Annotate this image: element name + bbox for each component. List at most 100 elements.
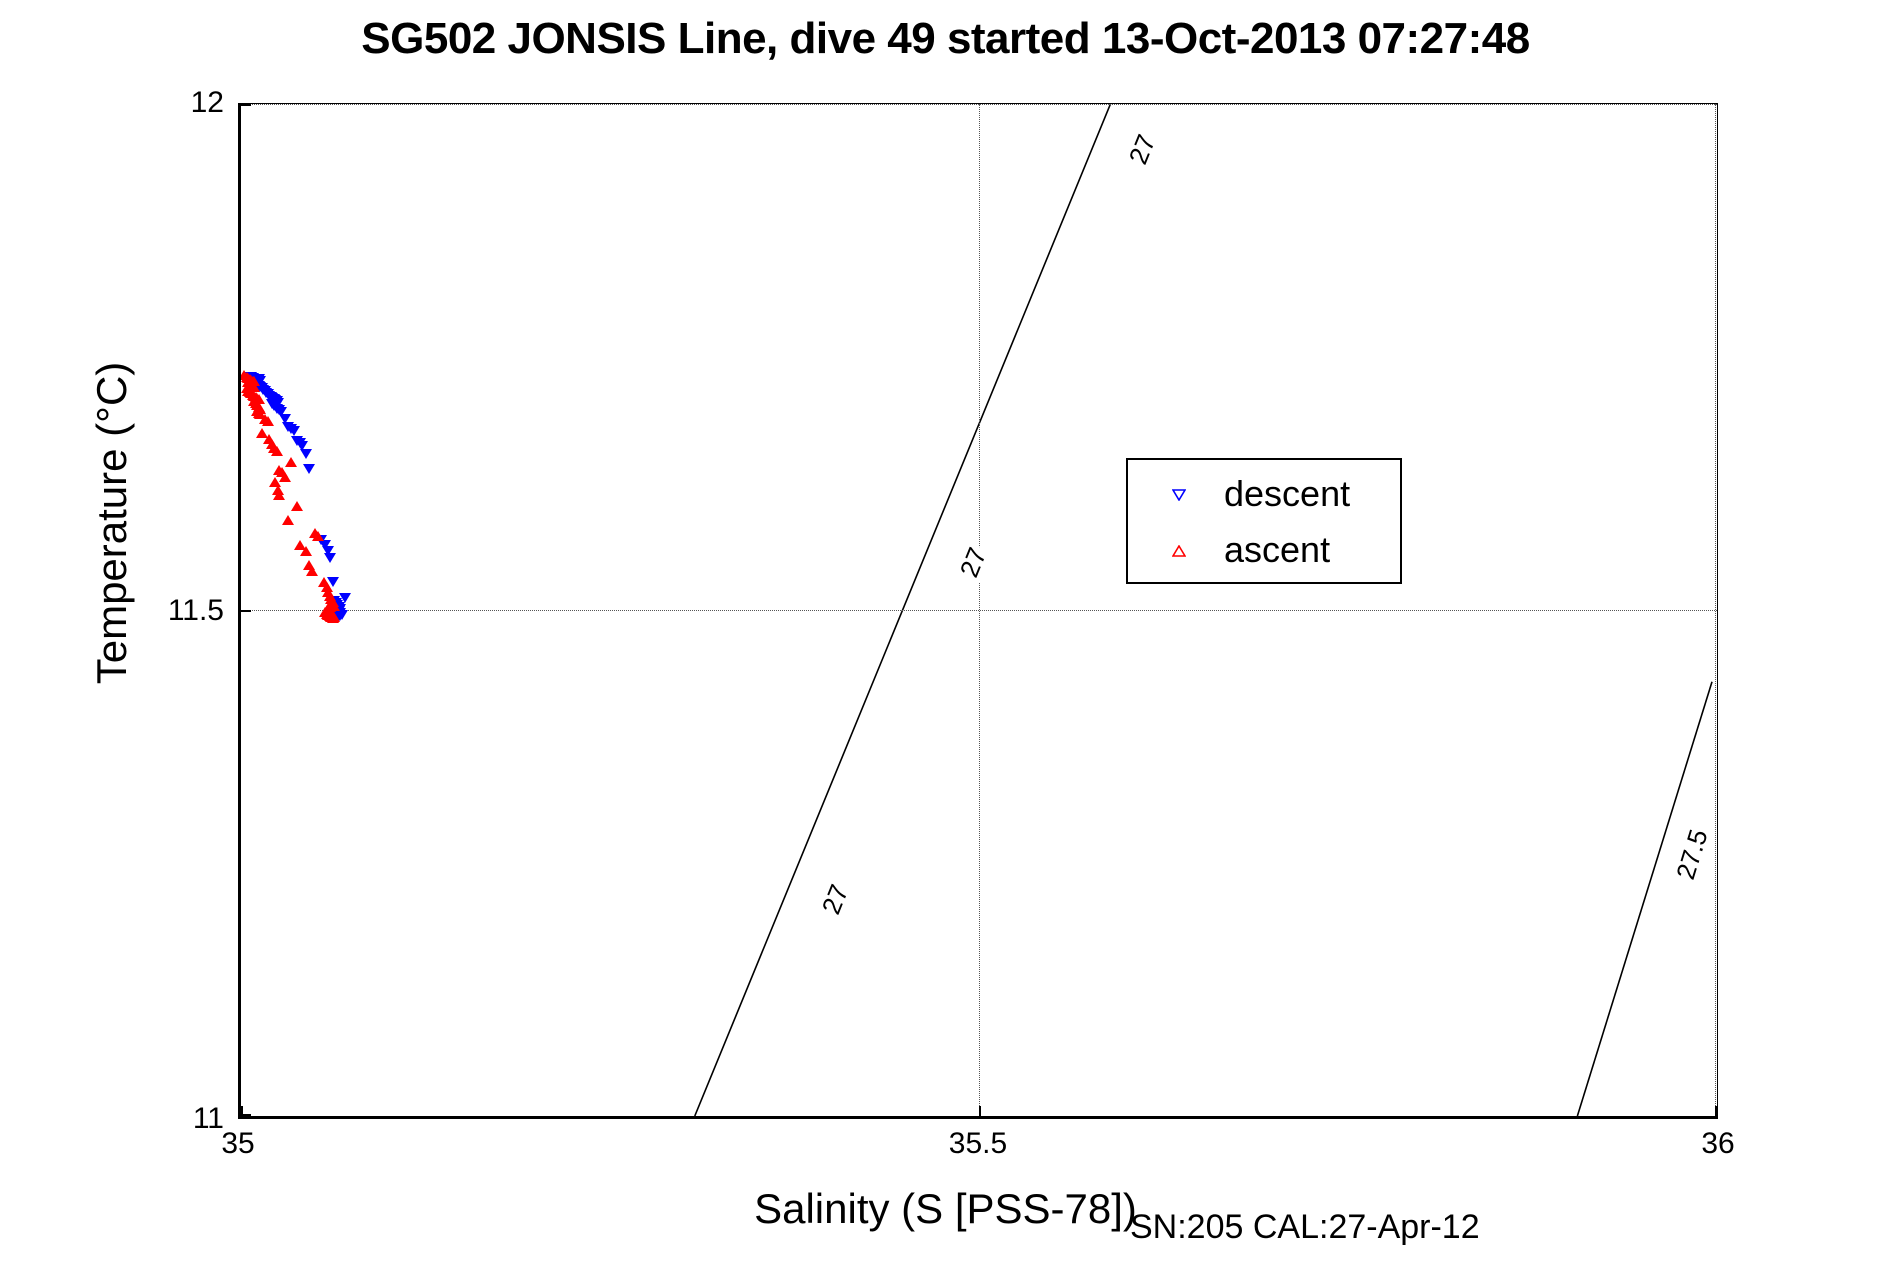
scatter-point-descent xyxy=(245,372,258,383)
legend-item-descent[interactable]: descent xyxy=(1128,468,1400,520)
scatter-point-ascent xyxy=(246,381,259,392)
tick-y-12 xyxy=(241,104,251,106)
scatter-point-descent xyxy=(282,422,295,433)
scatter-point-ascent xyxy=(325,608,338,619)
legend[interactable]: descent ascent xyxy=(1126,458,1402,584)
scatter-point-ascent xyxy=(328,612,341,623)
scatter-point-descent xyxy=(334,603,347,614)
scatter-point-ascent xyxy=(285,456,298,467)
scatter-point-descent xyxy=(267,393,280,404)
scatter-point-descent xyxy=(294,438,307,449)
scatter-point-ascent xyxy=(251,405,264,416)
scatter-point-ascent xyxy=(303,560,316,571)
triangle-up-icon xyxy=(1171,544,1187,557)
scatter-point-descent xyxy=(334,608,347,619)
page-title: SG502 JONSIS Line, dive 49 started 13-Oc… xyxy=(361,14,1530,63)
scatter-point-descent xyxy=(243,374,256,385)
scatter-point-descent xyxy=(332,605,345,616)
scatter-point-ascent xyxy=(322,603,335,614)
legend-label-ascent: ascent xyxy=(1224,529,1331,570)
xtick-label-35.5: 35.5 xyxy=(948,1127,1008,1160)
scatter-point-ascent xyxy=(266,439,279,450)
scatter-point-descent xyxy=(263,390,276,401)
scatter-point-descent xyxy=(331,610,344,621)
scatter-point-ascent xyxy=(306,566,319,577)
scatter-point-descent xyxy=(272,397,284,408)
scatter-point-ascent xyxy=(323,605,336,616)
tick-x-36 xyxy=(1715,1106,1717,1116)
scatter-point-descent xyxy=(285,424,298,435)
tick-y-11.5 xyxy=(241,610,251,612)
scatter-point-ascent xyxy=(323,601,336,612)
scatter-point-ascent xyxy=(251,392,264,403)
scatter-point-descent xyxy=(254,376,267,387)
scatter-point-descent xyxy=(326,576,339,587)
scatter-point-descent xyxy=(258,385,271,396)
scatter-point-ascent xyxy=(320,581,333,592)
scatter-point-descent xyxy=(303,463,316,474)
scatter-point-ascent xyxy=(328,600,341,611)
scatter-marker-layer xyxy=(241,104,1717,1116)
scatter-point-ascent xyxy=(255,428,268,439)
scatter-point-descent xyxy=(254,382,267,393)
scatter-point-ascent xyxy=(325,612,338,623)
ytick-label-12: 12 xyxy=(190,86,224,119)
scatter-point-ascent xyxy=(249,397,262,408)
scatter-point-descent xyxy=(331,607,344,617)
scatter-point-descent xyxy=(323,553,336,564)
scatter-point-descent xyxy=(328,595,341,606)
scatter-point-ascent xyxy=(251,399,264,410)
scatter-point-ascent xyxy=(300,546,313,557)
tick-y-11 xyxy=(241,1114,251,1116)
scatter-point-descent xyxy=(261,388,274,399)
legend-item-ascent[interactable]: ascent xyxy=(1128,524,1400,576)
scatter-point-descent xyxy=(267,400,280,411)
scatter-point-ascent xyxy=(241,372,253,383)
triangle-down-icon xyxy=(1171,488,1187,502)
scatter-point-descent xyxy=(334,611,347,622)
scatter-point-descent xyxy=(255,383,268,394)
scatter-point-descent xyxy=(335,610,348,621)
scatter-point-descent xyxy=(338,592,351,603)
scatter-point-ascent xyxy=(311,530,324,541)
scatter-point-ascent xyxy=(243,379,256,390)
scatter-point-ascent xyxy=(326,610,339,621)
scatter-point-ascent xyxy=(309,527,321,538)
scatter-point-descent xyxy=(328,609,341,620)
scatter-point-descent xyxy=(252,381,265,392)
scatter-point-descent xyxy=(252,374,265,385)
scatter-point-descent xyxy=(266,398,279,409)
scatter-point-descent xyxy=(288,426,301,437)
scatter-point-ascent xyxy=(279,471,292,482)
scatter-point-ascent xyxy=(246,389,259,400)
scatter-point-descent xyxy=(264,391,277,402)
scatter-point-ascent xyxy=(248,390,261,401)
scatter-point-ascent xyxy=(242,385,255,396)
scatter-point-ascent xyxy=(248,382,261,393)
scatter-point-ascent xyxy=(252,401,265,412)
scatter-point-ascent xyxy=(252,407,265,418)
scatter-point-descent xyxy=(329,608,342,619)
scatter-point-ascent xyxy=(242,373,255,384)
isopycnal-contours xyxy=(241,104,1717,1116)
xtick-label-36: 36 xyxy=(1701,1127,1735,1160)
scatter-point-descent xyxy=(331,599,344,610)
scatter-point-ascent xyxy=(320,605,333,616)
scatter-point-descent xyxy=(274,406,287,417)
scatter-point-ascent xyxy=(273,464,286,475)
scatter-point-descent xyxy=(266,392,279,403)
scatter-point-ascent xyxy=(252,393,265,404)
x-axis-label: Salinity (S [PSS-78]) xyxy=(754,1185,1137,1232)
scatter-point-descent xyxy=(329,597,342,608)
scatter-point-descent xyxy=(279,413,292,424)
scatter-point-ascent xyxy=(249,391,262,402)
scatter-point-ascent xyxy=(282,514,295,525)
scatter-point-descent xyxy=(257,384,270,395)
plot-area: 27 27 27 27.5 xyxy=(238,103,1718,1119)
scatter-point-descent xyxy=(332,604,345,615)
scatter-point-descent xyxy=(332,601,345,612)
scatter-point-ascent xyxy=(320,609,333,620)
scatter-point-descent xyxy=(249,379,262,390)
scatter-point-ascent xyxy=(319,607,332,617)
scatter-point-ascent xyxy=(273,490,286,501)
